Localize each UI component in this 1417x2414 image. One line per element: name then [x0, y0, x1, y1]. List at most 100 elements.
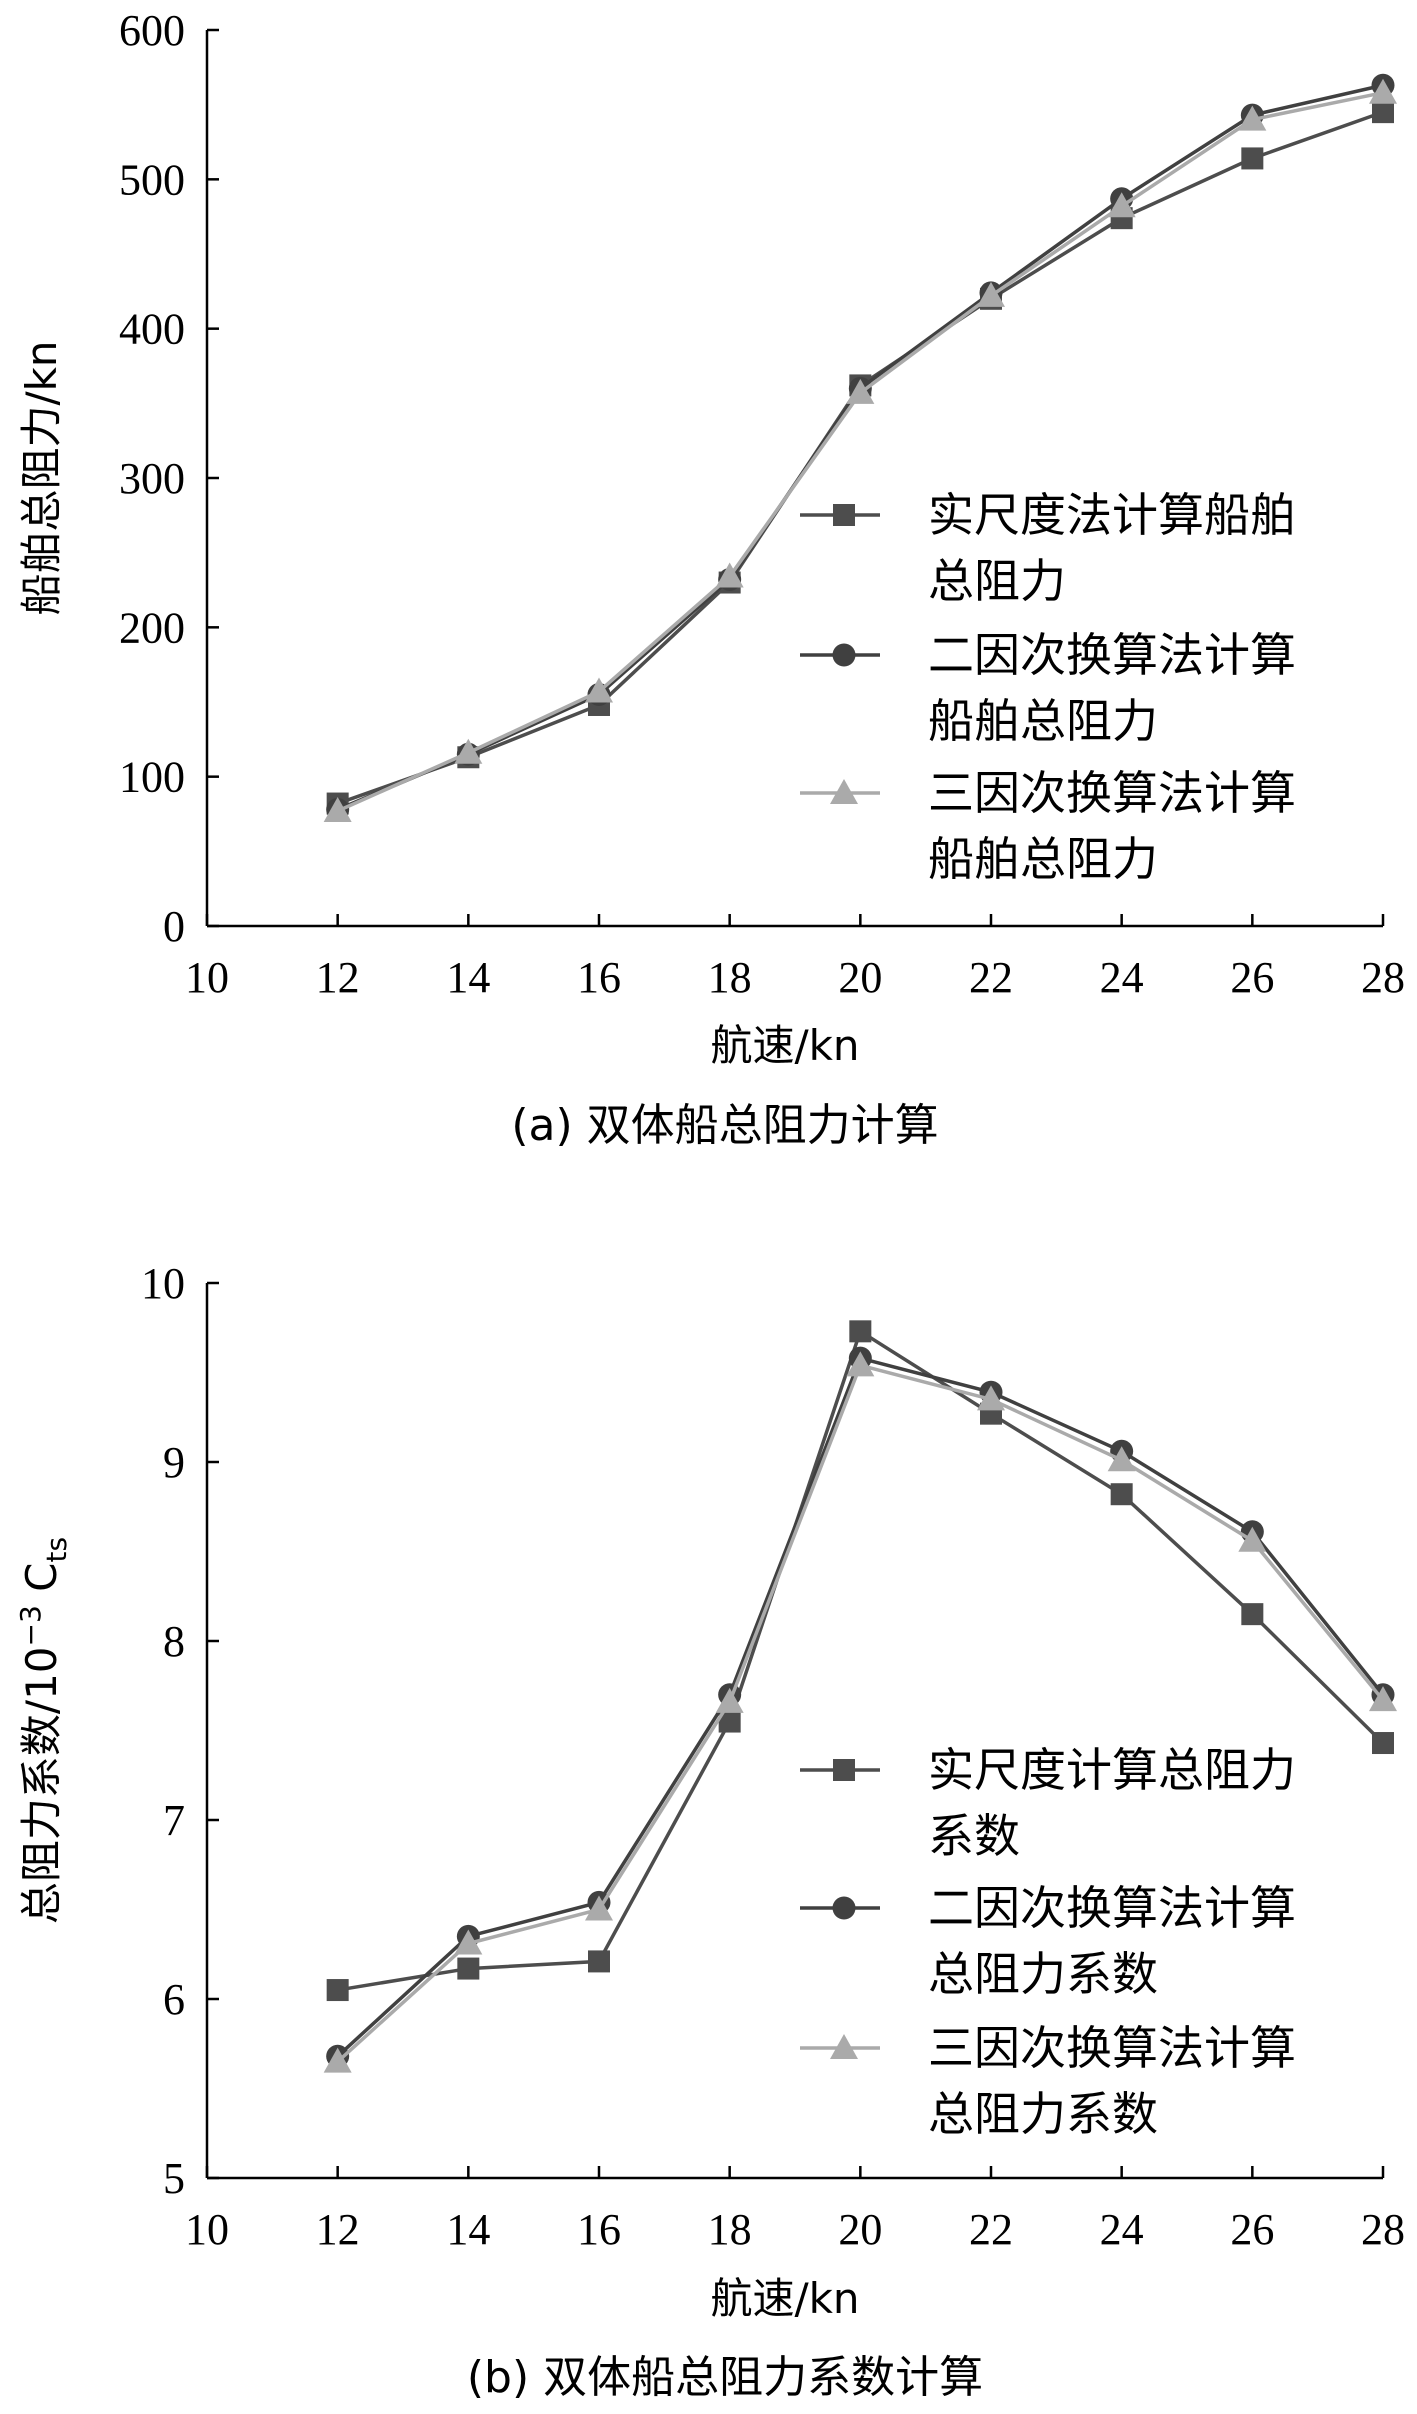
- legend-label: 总阻力系数: [928, 1947, 1158, 2001]
- y-tick-label: 8: [163, 1617, 185, 1666]
- legend-marker: [832, 643, 856, 667]
- x-tick-label: 28: [1361, 2205, 1405, 2254]
- y-tick-label: 7: [163, 1796, 185, 1845]
- data-point: [1369, 1686, 1397, 1712]
- data-point: [715, 1687, 744, 1713]
- y-tick-label: 0: [163, 902, 185, 951]
- x-tick-label: 10: [185, 953, 229, 1002]
- y-axis-label-tail: C: [17, 1563, 66, 1606]
- x-tick-label: 22: [969, 953, 1013, 1002]
- legend-label: 船舶总阻力: [928, 694, 1158, 748]
- chart-1: 10 12 14 16 18 20 22 24 26 28 0 100 200 300 400 500 600 航…: [17, 6, 1405, 1151]
- data-point: [1241, 147, 1264, 170]
- y-tick-label: 400: [119, 305, 185, 354]
- x-tick-label: 28: [1361, 953, 1405, 1002]
- y-axis-label: 总阻力系数/10−3 Cts: [14, 1537, 73, 1924]
- x-tick-label: 22: [969, 2205, 1013, 2254]
- series-line: [336, 1363, 1385, 2063]
- legend-marker: [833, 504, 855, 526]
- series-triangle: [323, 78, 1397, 823]
- data-point: [454, 738, 483, 764]
- chart-caption: (b) 双体船总阻力系数计算: [467, 2352, 983, 2403]
- data-point: [1369, 78, 1397, 104]
- x-tick-label: 12: [316, 953, 360, 1002]
- legend-marker: [830, 779, 858, 804]
- y-tick-label: 500: [119, 155, 185, 204]
- y-tick-label: 300: [119, 454, 185, 503]
- x-tick-label: 18: [708, 953, 752, 1002]
- y-axis-label-main: 船舶总阻力/kn: [17, 340, 66, 615]
- data-point: [1241, 1603, 1264, 1626]
- y-tick-label: 600: [119, 6, 185, 55]
- x-tick-label: 12: [316, 2205, 360, 2254]
- x-tick-label: 14: [446, 2205, 490, 2254]
- x-tick-label: 26: [1230, 953, 1274, 1002]
- legend-label: 实尺度计算总阻力: [928, 1743, 1296, 1797]
- data-point: [1107, 192, 1136, 218]
- series-square: [326, 1320, 1394, 2002]
- legend-marker: [833, 1759, 855, 1781]
- y-tick-label: 200: [119, 603, 185, 652]
- series-line: [336, 91, 1384, 813]
- series-line: [336, 1356, 1385, 2058]
- y-tick-label: 6: [163, 1975, 185, 2024]
- legend-label: 二因次换算法计算: [928, 628, 1296, 682]
- y-axis-label-sub: ts: [40, 1537, 73, 1563]
- x-axis-label: 航速/kn: [710, 2274, 859, 2323]
- x-tick-label: 24: [1100, 2205, 1144, 2254]
- data-point: [588, 1950, 610, 1973]
- legend-marker: [832, 1896, 856, 1920]
- series-square: [326, 101, 1394, 815]
- legend-label: 总阻力: [928, 554, 1066, 608]
- x-tick-label: 20: [838, 953, 882, 1002]
- data-point: [849, 1320, 872, 1343]
- data-point: [1372, 1732, 1394, 1755]
- legend-label: 总阻力系数: [928, 2087, 1158, 2141]
- data-point: [846, 1351, 875, 1377]
- data-point: [585, 1895, 613, 1921]
- data-point: [715, 562, 744, 588]
- data-point: [454, 1929, 483, 1955]
- data-point: [1110, 1483, 1133, 1506]
- legend-label: 实尺度法计算船舶: [928, 488, 1296, 542]
- y-axis-label: 船舶总阻力/kn: [17, 340, 66, 615]
- x-axis-label: 航速/kn: [710, 1021, 859, 1070]
- x-tick-label: 18: [708, 2205, 752, 2254]
- legend-label: 二因次换算法计算: [928, 1881, 1296, 1935]
- data-point: [326, 1979, 349, 2002]
- series-triangle: [323, 1351, 1397, 2073]
- data-point: [457, 1957, 480, 1980]
- chart-caption: (a) 双体船总阻力计算: [511, 1100, 938, 1151]
- data-point: [977, 1385, 1005, 1411]
- x-tick-label: 20: [838, 2205, 882, 2254]
- data-point: [323, 2047, 352, 2073]
- x-tick-label: 24: [1100, 953, 1144, 1002]
- chart-2: 10 12 14 16 18 20 22 24 26 28 5 6 7 8 9 10 航速/kn 总阻力系数/10…: [14, 1259, 1405, 2403]
- x-tick-label: 26: [1230, 2205, 1274, 2254]
- data-point: [718, 1710, 741, 1733]
- y-axis-label-main: 总阻力系数/10: [17, 1646, 66, 1924]
- data-point: [1238, 105, 1267, 131]
- series-circle: [326, 1346, 1395, 2068]
- x-tick-label: 16: [577, 2205, 621, 2254]
- data-point: [977, 281, 1005, 307]
- data-point: [846, 378, 875, 404]
- data-point: [323, 797, 352, 823]
- series-circle: [326, 73, 1395, 822]
- y-tick-label: 10: [141, 1259, 185, 1308]
- y-tick-label: 5: [163, 2154, 185, 2203]
- series-line: [337, 110, 1384, 806]
- legend-label: 三因次换算法计算: [928, 766, 1296, 820]
- data-point: [1107, 1446, 1136, 1472]
- legend-label: 系数: [928, 1809, 1020, 1863]
- legend-label: 三因次换算法计算: [928, 2021, 1296, 2075]
- data-point: [1372, 101, 1394, 124]
- x-tick-label: 14: [446, 953, 490, 1002]
- data-point: [585, 677, 613, 703]
